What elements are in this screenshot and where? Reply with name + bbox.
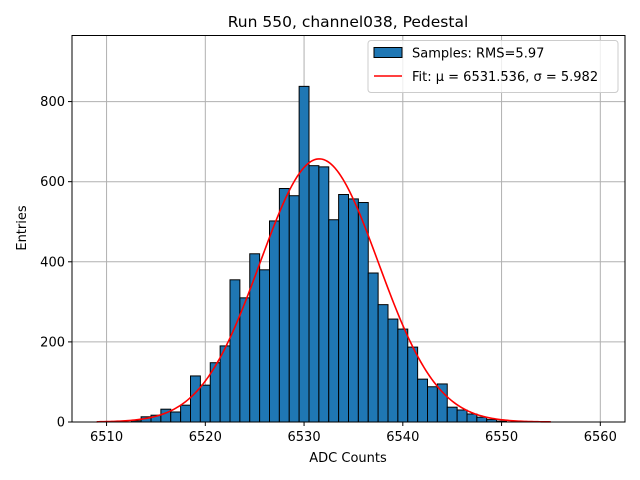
fit-curve [96,158,551,423]
histogram-bar [377,304,389,423]
y-tick-label: 400 [40,255,65,270]
histogram-bar [190,375,201,423]
histogram-bar [338,194,349,423]
histogram-bar [397,328,409,423]
histogram-bar [278,187,290,423]
y-tick-label: 0 [57,416,65,431]
histogram-bar [417,378,428,423]
y-tick-label: 800 [40,95,65,110]
histogram-bar [259,269,270,423]
y-axis-label: Entries [15,205,30,251]
y-axis-ticks: 0 200 400 600 800 [40,95,72,431]
histogram-bar [476,416,488,423]
histogram-bar [170,411,182,423]
x-axis-ticks: 6510 6520 6530 6540 6550 6560 [90,422,617,445]
legend-histogram-label: Samples: RMS=5.97 [412,47,544,62]
x-tick-label: 6550 [485,430,518,445]
x-tick-label: 6540 [386,430,419,445]
histogram-bar [446,406,458,423]
histogram-bar [407,346,419,423]
histogram-bar [298,85,310,423]
histogram-bar [288,195,300,423]
histogram-bar [229,279,241,423]
histogram-bar [328,219,340,423]
legend-histogram-swatch [373,47,403,58]
histogram-bar [318,166,330,423]
x-tick-label: 6560 [584,430,617,445]
histogram-bar [427,386,438,423]
fit-curve-group [96,158,551,423]
histogram-bar [180,404,191,423]
x-tick-label: 6530 [288,430,321,445]
histogram-bar [219,345,231,423]
legend-box [367,40,619,93]
histogram-bars [130,85,507,423]
histogram-bar [466,413,478,423]
x-tick-label: 6520 [189,430,222,445]
histogram-bar [269,220,280,423]
histogram-bar [357,202,369,423]
legend: Samples: RMS=5.97 Fit: μ = 6531.536, σ =… [367,40,619,93]
legend-fit-label: Fit: μ = 6531.536, σ = 5.982 [412,70,598,85]
chart-title: Run 550, channel038, Pedestal [228,13,469,31]
histogram-bar [367,272,379,423]
histogram-bar [239,297,251,423]
plot-frame [71,35,626,423]
x-tick-label: 6510 [90,430,123,445]
x-axis-label: ADC Counts [309,451,387,466]
histogram-bar [308,165,320,423]
histogram-bar [199,384,211,423]
y-tick-label: 600 [40,175,65,190]
histogram-bar [348,198,359,423]
y-tick-label: 200 [40,335,65,350]
histogram-bar [436,383,448,423]
histogram-bar [387,318,399,423]
histogram-bar [456,409,468,423]
